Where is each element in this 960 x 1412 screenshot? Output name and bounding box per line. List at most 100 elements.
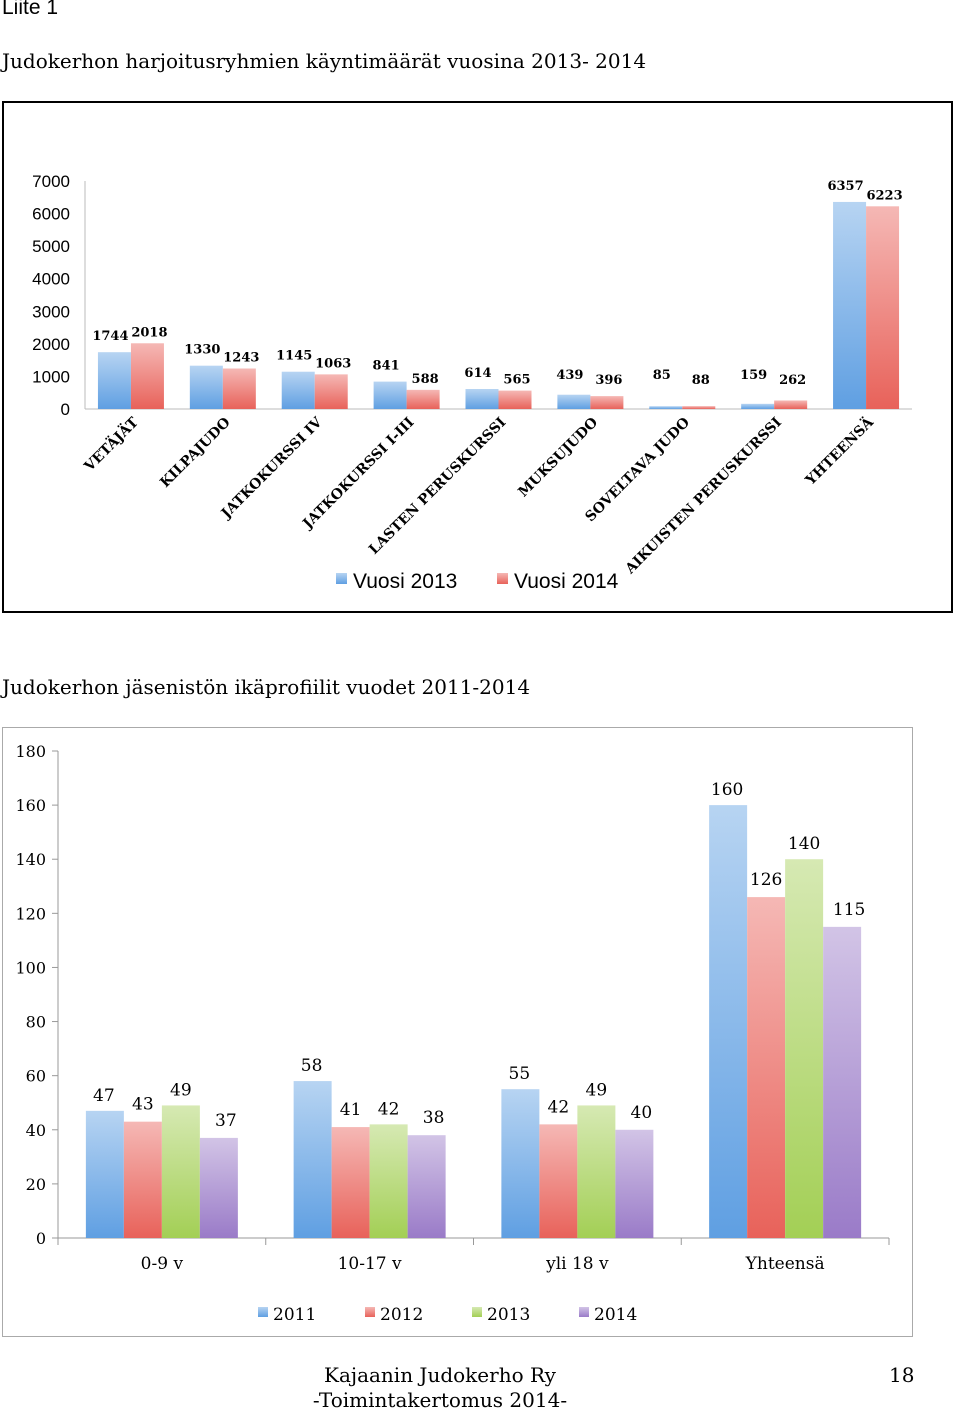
bar-2013 bbox=[369, 1124, 408, 1238]
y-tick-label: 1000 bbox=[32, 367, 70, 386]
data-label: 42 bbox=[378, 1099, 400, 1119]
bar-2014 bbox=[615, 1129, 654, 1238]
y-tick-label: 3000 bbox=[32, 302, 70, 321]
data-label: 49 bbox=[170, 1080, 192, 1100]
bar-2013 bbox=[577, 1105, 616, 1238]
data-label: 126 bbox=[750, 870, 782, 890]
bar-vuosi-2013 bbox=[557, 394, 591, 409]
y-tick-label: 6000 bbox=[32, 205, 70, 224]
data-label: 58 bbox=[301, 1056, 323, 1076]
data-label: 38 bbox=[423, 1108, 445, 1128]
bar-2013 bbox=[785, 859, 824, 1238]
y-tick-label: 60 bbox=[26, 1067, 46, 1086]
chart2-title: Judokerhon jäsenistön ikäprofiilit vuode… bbox=[2, 675, 531, 699]
bar-vuosi-2014 bbox=[498, 390, 532, 409]
bar-2011 bbox=[85, 1110, 124, 1238]
data-label: 49 bbox=[586, 1080, 608, 1100]
data-label: 565 bbox=[503, 373, 530, 388]
chart1-title: Judokerhon harjoitusryhmien käyntimäärät… bbox=[2, 49, 647, 73]
data-label: 1744 bbox=[92, 329, 128, 344]
bar-2011 bbox=[501, 1089, 540, 1238]
data-label: 1330 bbox=[184, 343, 220, 358]
bar-2012 bbox=[331, 1127, 370, 1238]
legend-label: 2013 bbox=[487, 1305, 530, 1325]
legend-label: Vuosi 2013 bbox=[353, 570, 457, 593]
y-tick-label: 2000 bbox=[32, 335, 70, 354]
bar-vuosi-2014 bbox=[866, 206, 900, 409]
data-label: 1063 bbox=[315, 356, 351, 371]
bar-2011 bbox=[709, 805, 748, 1238]
data-label: 1243 bbox=[223, 351, 259, 366]
data-label: 1145 bbox=[276, 349, 312, 364]
bar-vuosi-2013 bbox=[741, 403, 775, 409]
y-tick-label: 0 bbox=[61, 400, 70, 419]
data-label: 88 bbox=[692, 373, 710, 388]
legend-label: 2011 bbox=[273, 1305, 316, 1325]
data-label: 841 bbox=[373, 359, 400, 374]
bar-2014 bbox=[199, 1137, 238, 1238]
bar-vuosi-2013 bbox=[833, 201, 867, 409]
data-label: 160 bbox=[711, 780, 743, 800]
y-tick-label: 160 bbox=[15, 796, 46, 815]
y-tick-label: 80 bbox=[26, 1013, 46, 1032]
legend-swatch bbox=[579, 1307, 589, 1317]
y-tick-label: 140 bbox=[15, 850, 46, 869]
bar-2011 bbox=[293, 1081, 332, 1238]
age-profile-chart-frame bbox=[2, 727, 913, 1337]
data-label: 159 bbox=[740, 368, 767, 383]
bar-vuosi-2014 bbox=[682, 406, 716, 409]
bar-2012 bbox=[123, 1121, 162, 1238]
bar-vuosi-2014 bbox=[590, 396, 624, 409]
data-label: 396 bbox=[595, 373, 622, 388]
legend-label: Vuosi 2014 bbox=[514, 570, 619, 593]
bar-vuosi-2013 bbox=[97, 352, 131, 409]
data-label: 37 bbox=[215, 1111, 237, 1131]
x-tick-label: 10-17 v bbox=[338, 1254, 402, 1274]
bar-2014 bbox=[407, 1135, 446, 1238]
bar-vuosi-2013 bbox=[465, 389, 499, 409]
bar-vuosi-2014 bbox=[774, 400, 808, 409]
data-label: 55 bbox=[509, 1064, 531, 1084]
y-tick-label: 120 bbox=[15, 904, 46, 923]
y-tick-label: 40 bbox=[26, 1121, 46, 1140]
bar-vuosi-2013 bbox=[281, 371, 315, 409]
bar-2012 bbox=[539, 1124, 578, 1238]
legend-label: 2014 bbox=[594, 1305, 637, 1325]
data-label: 42 bbox=[548, 1097, 570, 1117]
bar-vuosi-2014 bbox=[314, 374, 348, 409]
legend-swatch bbox=[497, 573, 508, 584]
bar-vuosi-2013 bbox=[649, 406, 683, 409]
y-tick-label: 7000 bbox=[32, 172, 70, 191]
age-profile-chart: 180 160 140 120 100 80 60 40 20 0 47 43 49 37 0-9 v 58 4… bbox=[15, 742, 890, 1325]
appendix-label: Liite 1 bbox=[2, 0, 59, 19]
data-label: 43 bbox=[132, 1095, 154, 1115]
y-tick-label: 180 bbox=[15, 742, 46, 761]
y-tick-label: 0 bbox=[36, 1229, 46, 1248]
bar-2013 bbox=[161, 1105, 200, 1238]
visits-chart-frame bbox=[2, 101, 953, 613]
bar-vuosi-2013 bbox=[373, 381, 407, 409]
footer-organization: Kajaanin Judokerho Ry bbox=[324, 1363, 556, 1387]
bar-2014 bbox=[823, 926, 862, 1238]
bar-2012 bbox=[747, 897, 786, 1238]
y-tick-label: 100 bbox=[15, 958, 46, 977]
data-label: 115 bbox=[833, 900, 865, 920]
y-tick-label: 4000 bbox=[32, 270, 70, 289]
x-tick-label: Yhteensä bbox=[745, 1254, 825, 1274]
legend-swatch bbox=[472, 1307, 482, 1317]
bar-vuosi-2013 bbox=[189, 365, 223, 409]
legend-swatch bbox=[336, 573, 347, 584]
data-label: 47 bbox=[93, 1086, 115, 1106]
legend-swatch bbox=[365, 1307, 375, 1317]
data-label: 262 bbox=[779, 373, 806, 388]
legend-label: 2012 bbox=[380, 1305, 423, 1325]
x-tick-label: yli 18 v bbox=[545, 1254, 609, 1274]
x-tick-label: 0-9 v bbox=[141, 1254, 184, 1274]
data-label: 6223 bbox=[866, 188, 902, 203]
data-label: 2018 bbox=[131, 325, 167, 340]
data-label: 85 bbox=[653, 368, 671, 383]
page-number: 18 bbox=[889, 1363, 915, 1387]
data-label: 41 bbox=[340, 1100, 362, 1120]
data-label: 614 bbox=[464, 366, 491, 381]
legend-swatch bbox=[258, 1307, 268, 1317]
